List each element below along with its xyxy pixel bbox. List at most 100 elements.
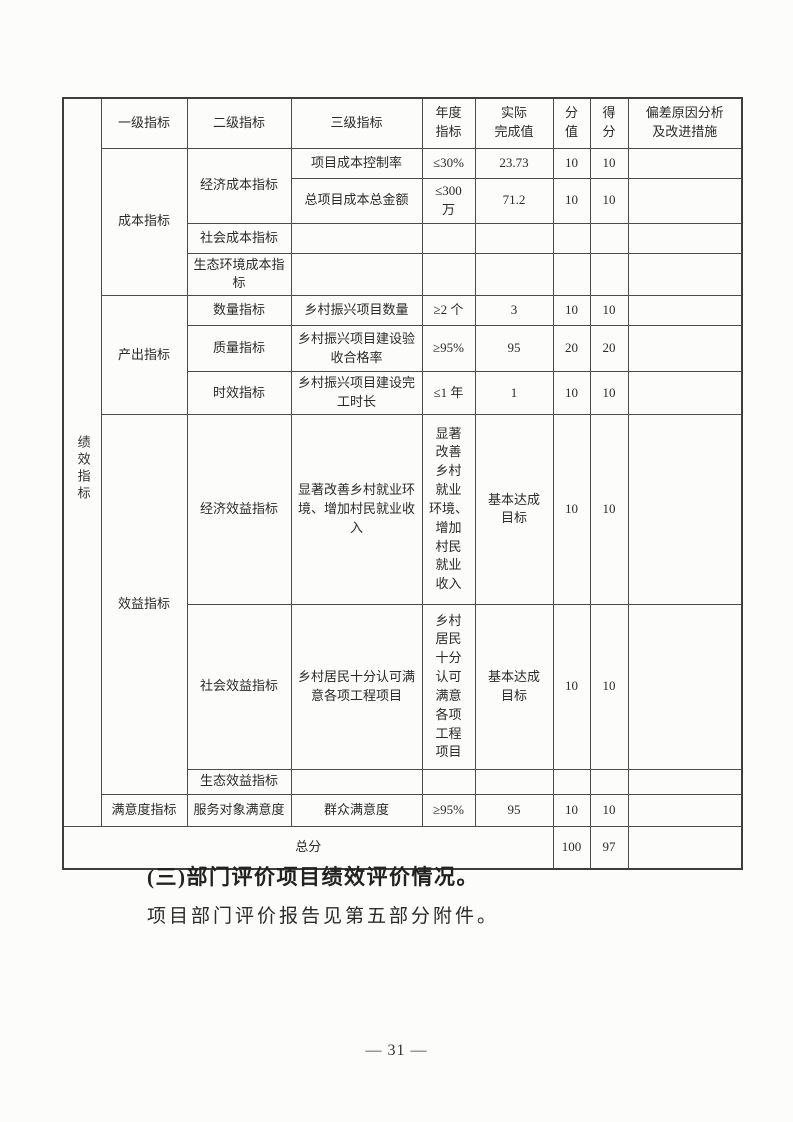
cell-l2-social-benefit: 社会效益指标 bbox=[186, 603, 292, 770]
table-row: 产出指标 数量指标 乡村振兴项目数量 ≥2 个 3 10 10 bbox=[63, 295, 743, 415]
table-row: 时效指标 乡村振兴项目建设完工时长 ≤1 年 1 10 10 bbox=[63, 371, 743, 415]
cell-deviation bbox=[627, 793, 743, 827]
cell-annual: ≤1 年 bbox=[421, 371, 476, 415]
table-header-row: 绩效指标 一级指标 二级指标 三级指标 年度 指标 实际 完成值 分 值 得 分… bbox=[62, 97, 743, 827]
page-number: — 31 — bbox=[365, 1042, 428, 1059]
cell-earned: 10 bbox=[589, 177, 629, 224]
cell-l2-social-cost: 社会成本指标 bbox=[186, 222, 292, 254]
cell-score: 10 bbox=[552, 295, 591, 327]
table-total-row: 总分 100 97 bbox=[62, 825, 743, 870]
cell-score bbox=[552, 252, 591, 297]
table-row: 成本指标 经济成本指标 项目成本控制率 ≤30% 23.73 10 10 bbox=[63, 147, 743, 297]
cell-actual bbox=[474, 768, 554, 795]
side-label-performance-indicators: 绩效指标 bbox=[75, 434, 91, 503]
cell-l3-empty bbox=[290, 252, 423, 297]
cell-score: 10 bbox=[552, 413, 591, 605]
cell-deviation bbox=[627, 177, 743, 224]
side-label-cell: 绩效指标 bbox=[62, 97, 102, 827]
cell-annual: 乡村 居民 十分 认可 满意 各项 工程 项目 bbox=[421, 603, 476, 770]
cell-l3-resident-approval: 乡村居民十分认可满意各项工程项目 bbox=[290, 603, 423, 770]
cell-actual: 基本达成 目标 bbox=[474, 413, 554, 605]
cell-deviation bbox=[627, 371, 743, 415]
cell-deviation bbox=[627, 222, 743, 254]
header-score-value: 分 值 bbox=[552, 97, 591, 149]
total-earned-cell: 97 bbox=[589, 825, 629, 870]
cell-earned: 10 bbox=[589, 793, 629, 827]
header-level1: 一级指标 bbox=[100, 97, 188, 149]
cell-l3-cost-control-rate: 项目成本控制率 bbox=[290, 147, 423, 179]
cell-earned: 20 bbox=[589, 325, 629, 373]
cell-actual: 71.2 bbox=[474, 177, 554, 224]
header-annual-indicator: 年度 指标 bbox=[421, 97, 476, 149]
cell-l3-acceptance-rate: 乡村振兴项目建设验收合格率 bbox=[290, 325, 423, 373]
total-label-cell: 总分 bbox=[62, 825, 554, 870]
cell-l3-total-cost-amount: 总项目成本总金额 bbox=[290, 177, 423, 224]
cell-annual: ≤30% bbox=[421, 147, 476, 179]
cell-l3-employment-improvement: 显著改善乡村就业环境、增加村民就业收入 bbox=[290, 413, 423, 605]
cell-l2-economic-benefit: 经济效益指标 bbox=[186, 413, 292, 605]
cell-actual: 3 bbox=[474, 295, 554, 327]
cell-actual: 1 bbox=[474, 371, 554, 415]
cell-actual bbox=[474, 222, 554, 254]
table-row: 满意度指标 服务对象满意度 群众满意度 ≥95% 95 10 10 bbox=[63, 793, 743, 827]
total-score-cell: 100 bbox=[552, 825, 591, 870]
cell-deviation bbox=[627, 413, 743, 605]
header-deviation-analysis: 偏差原因分析 及改进措施 bbox=[627, 97, 743, 149]
cell-earned: 10 bbox=[589, 371, 629, 415]
cell-l3-project-quantity: 乡村振兴项目数量 bbox=[290, 295, 423, 327]
cell-score: 10 bbox=[552, 147, 591, 179]
table-row: 总项目成本总金额 ≤300 万 71.2 10 10 bbox=[63, 177, 743, 224]
cell-l3-completion-duration: 乡村振兴项目建设完工时长 bbox=[290, 371, 423, 415]
cell-actual: 95 bbox=[474, 325, 554, 373]
table-row: 生态环境成本指标 bbox=[63, 252, 743, 297]
section-heading: (三)部门评价项目绩效评价情况。 bbox=[147, 865, 479, 889]
cell-actual: 基本达成 目标 bbox=[474, 603, 554, 770]
cell-l1-cost: 成本指标 bbox=[100, 147, 188, 297]
cell-score: 10 bbox=[552, 177, 591, 224]
cell-annual: ≥2 个 bbox=[421, 295, 476, 327]
cell-l3-public-satisfaction: 群众满意度 bbox=[290, 793, 423, 827]
cell-l2-eco-environment-cost: 生态环境成本指标 bbox=[186, 252, 292, 297]
cell-l2-quality: 质量指标 bbox=[186, 325, 292, 373]
table-row: 社会效益指标 乡村居民十分认可满意各项工程项目 乡村 居民 十分 认可 满意 各… bbox=[63, 603, 743, 770]
cell-deviation bbox=[627, 325, 743, 373]
cell-score bbox=[552, 222, 591, 254]
cell-earned bbox=[589, 768, 629, 795]
cell-score: 10 bbox=[552, 371, 591, 415]
cell-score bbox=[552, 768, 591, 795]
header-level3: 三级指标 bbox=[290, 97, 423, 149]
cell-deviation bbox=[627, 603, 743, 770]
cell-earned bbox=[589, 222, 629, 254]
cell-deviation bbox=[627, 147, 743, 179]
cell-score: 20 bbox=[552, 325, 591, 373]
cell-deviation bbox=[627, 252, 743, 297]
header-actual-value: 实际 完成值 bbox=[474, 97, 554, 149]
cell-earned: 10 bbox=[589, 295, 629, 327]
cell-earned: 10 bbox=[589, 147, 629, 179]
cell-actual: 23.73 bbox=[474, 147, 554, 179]
cell-l2-timeliness: 时效指标 bbox=[186, 371, 292, 415]
cell-earned: 10 bbox=[589, 413, 629, 605]
cell-l2-eco-benefit: 生态效益指标 bbox=[186, 768, 292, 795]
cell-l2-economic-cost: 经济成本指标 bbox=[186, 147, 292, 224]
cell-l2-quantity: 数量指标 bbox=[186, 295, 292, 327]
header-level2: 二级指标 bbox=[186, 97, 292, 149]
table-row: 效益指标 经济效益指标 显著改善乡村就业环境、增加村民就业收入 显著 改善 乡村… bbox=[63, 413, 743, 795]
cell-annual bbox=[421, 768, 476, 795]
cell-l3-empty bbox=[290, 222, 423, 254]
cell-l2-service-target-satisfaction: 服务对象满意度 bbox=[186, 793, 292, 827]
cell-annual: ≥95% bbox=[421, 793, 476, 827]
cell-score: 10 bbox=[552, 793, 591, 827]
cell-annual: ≤300 万 bbox=[421, 177, 476, 224]
cell-annual bbox=[421, 252, 476, 297]
cell-l1-benefit: 效益指标 bbox=[100, 413, 188, 795]
table-row: 质量指标 乡村振兴项目建设验收合格率 ≥95% 95 20 20 bbox=[63, 325, 743, 373]
cell-actual bbox=[474, 252, 554, 297]
cell-l1-output: 产出指标 bbox=[100, 295, 188, 415]
performance-indicator-table: 绩效指标 一级指标 二级指标 三级指标 年度 指标 实际 完成值 分 值 得 分… bbox=[62, 97, 743, 871]
total-deviation-cell bbox=[627, 825, 743, 870]
cell-earned: 10 bbox=[589, 603, 629, 770]
cell-score: 10 bbox=[552, 603, 591, 770]
cell-annual: 显著 改善 乡村 就业 环境、 增加 村民 就业 收入 bbox=[421, 413, 476, 605]
